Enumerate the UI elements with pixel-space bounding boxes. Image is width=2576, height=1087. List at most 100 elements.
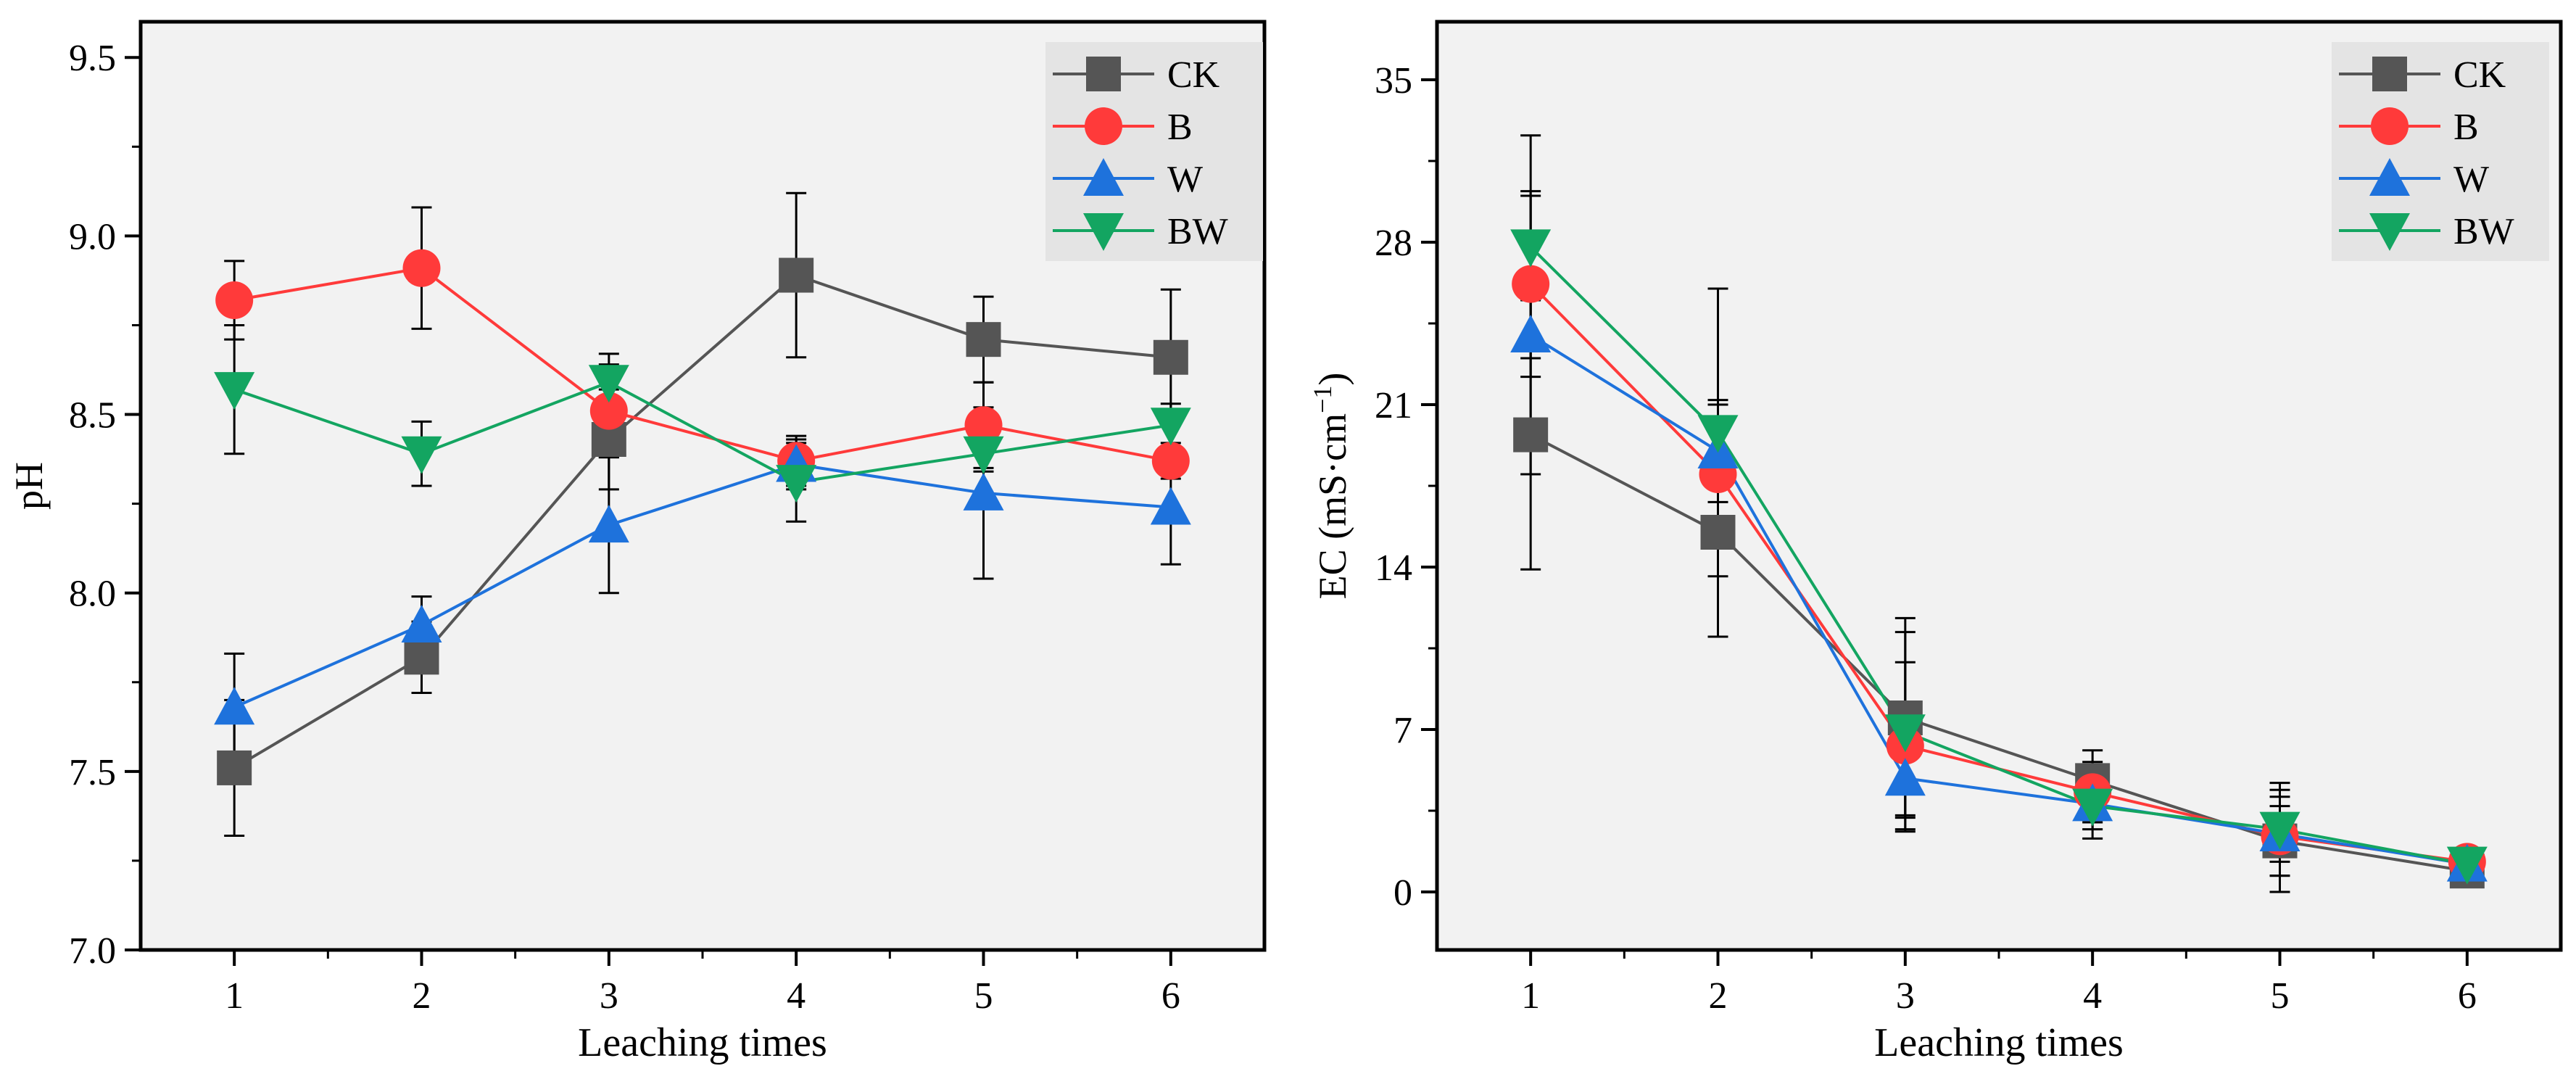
data-point (2259, 811, 2300, 850)
data-point (214, 687, 255, 725)
x-tick-label: 6 (1161, 975, 1180, 1017)
y-tick-label: 9.0 (69, 216, 116, 257)
data-point (215, 281, 254, 319)
x-tick-label: 1 (1521, 975, 1540, 1017)
data-point (589, 392, 628, 430)
series-line-ck (1530, 433, 2468, 873)
x-tick-label: 3 (600, 975, 618, 1017)
x-tick-label: 1 (225, 975, 244, 1017)
data-point (776, 465, 817, 503)
y-tick-label: 7.5 (69, 752, 116, 793)
ec-y-axis-label: EC (mS·cm−1) (1308, 373, 1354, 600)
series-line-ck (233, 273, 1172, 769)
x-tick-label: 4 (787, 975, 805, 1017)
legend-label: CK (1167, 54, 1220, 96)
ph-x-axis-label: Leaching times (578, 1020, 827, 1065)
data-point (1884, 758, 1926, 796)
y-tick-label: 21 (1375, 385, 1412, 426)
series-markers-bw (214, 365, 1191, 503)
data-point (1512, 265, 1550, 303)
data-point (1700, 515, 1736, 550)
y-tick-label: 8.0 (69, 574, 116, 615)
ph-legend: CK BW BW (1045, 42, 1263, 261)
y-tick-label: 14 (1375, 547, 1412, 589)
x-tick-label: 6 (2458, 975, 2477, 1017)
x-tick-label: 4 (2083, 975, 2102, 1017)
data-point (1884, 714, 1926, 753)
ec-legend: CK BW BW (2332, 42, 2549, 261)
legend-marker (1085, 107, 1122, 145)
ec-series-layer (1510, 134, 2488, 893)
ph-chart-panel: 1 2 3 4 5 6 7.0 7.5 8.0 8.5 9.0 9.5 CK BW BW pH Leach… (7, 20, 1267, 1065)
legend-label: B (2453, 107, 2479, 148)
legend-box (1045, 42, 1263, 261)
y-tick-label: 0 (1393, 872, 1412, 914)
series-line-bw (1529, 245, 2468, 866)
data-point (401, 605, 442, 642)
ec-x-axis-label: Leaching times (1874, 1020, 2124, 1065)
legend-box (2332, 42, 2549, 261)
series-line-w (233, 463, 1171, 709)
data-point (214, 372, 255, 410)
series-line-w (1530, 334, 2468, 866)
data-point (964, 406, 1003, 445)
legend-marker (1086, 57, 1121, 91)
data-point (404, 640, 439, 675)
data-point (588, 505, 629, 543)
ec-chart-panel: 1 2 3 4 5 6 0 7 14 21 28 35 CK BW BW EC (mS·cm−1) Lea… (1308, 20, 2563, 1065)
legend-entry-w: W (1053, 158, 1203, 200)
legend-marker (2369, 213, 2410, 251)
legend-marker (2372, 57, 2407, 91)
legend-entry-bw: BW (1053, 211, 1228, 252)
data-point (1510, 315, 1552, 352)
data-point (1150, 408, 1191, 446)
data-point (2446, 846, 2488, 885)
series-markers-bw (1510, 229, 2488, 885)
y-tick-label: 35 (1375, 60, 1412, 102)
series-line-b (233, 266, 1172, 463)
data-point (217, 750, 252, 785)
data-point (963, 436, 1004, 474)
ec-ylabel-sup: −1 (1308, 386, 1337, 413)
data-point (402, 249, 441, 287)
x-tick-label: 5 (2271, 975, 2290, 1017)
data-point (1151, 442, 1190, 480)
legend-label: W (2453, 159, 2489, 200)
ph-series-layer (214, 191, 1191, 837)
data-point (779, 257, 814, 293)
data-point (1510, 229, 1552, 268)
legend-label: BW (1167, 211, 1228, 252)
ec-ylabel-main: EC (mS·cm (1311, 413, 1354, 599)
ec-ylabel-end: ) (1311, 373, 1354, 386)
data-point (1150, 487, 1191, 525)
legend-entry-b: B (1053, 107, 1193, 148)
ph-y-axis-label: pH (7, 462, 51, 510)
data-point (588, 365, 629, 403)
x-tick-label: 2 (413, 975, 431, 1017)
x-tick-label: 5 (974, 975, 993, 1017)
data-point (1153, 339, 1188, 375)
data-point (963, 472, 1004, 511)
legend-marker (2371, 107, 2409, 145)
legend-entry-ck: CK (2339, 54, 2506, 96)
legend-entry-w: W (2339, 158, 2489, 200)
y-tick-label: 8.5 (69, 395, 116, 437)
data-point (966, 322, 1001, 357)
data-point (401, 436, 442, 474)
x-tick-label: 2 (1709, 975, 1728, 1017)
series-markers-ck (217, 257, 1188, 785)
legend-label: B (1167, 107, 1193, 148)
legend-label: CK (2453, 54, 2506, 96)
legend-marker (2369, 158, 2410, 196)
series-line-bw (233, 381, 1172, 484)
y-tick-label: 28 (1375, 223, 1412, 264)
legend-label: W (1167, 159, 1203, 200)
ec-axes: 1 2 3 4 5 6 0 7 14 21 28 35 (1375, 60, 2477, 1017)
y-tick-label: 9.5 (69, 38, 116, 79)
data-point (1697, 415, 1739, 453)
y-tick-label: 7.0 (69, 930, 116, 972)
legend-marker (1083, 158, 1124, 196)
ph-axes: 1 2 3 4 5 6 7.0 7.5 8.0 8.5 9.0 9.5 (69, 38, 1180, 1017)
y-tick-label: 7 (1393, 710, 1412, 751)
